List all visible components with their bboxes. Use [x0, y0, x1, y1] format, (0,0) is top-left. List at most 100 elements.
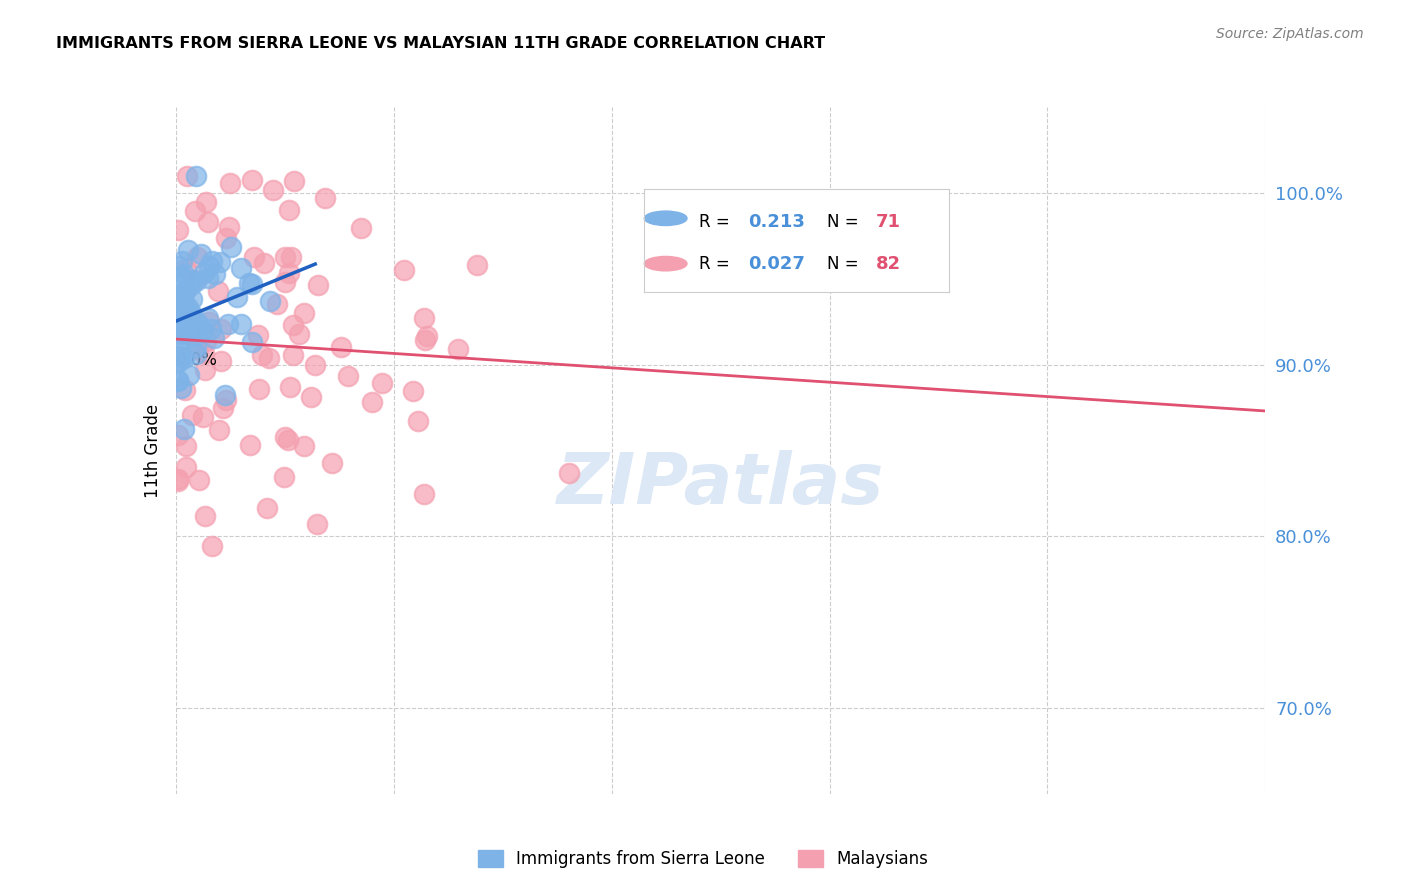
Point: [238, 276, 260, 290]
Point: [167, 349, 190, 363]
Point: [288, 326, 311, 341]
Text: IMMIGRANTS FROM SIERRA LEONE VS MALAYSIAN 11TH GRADE CORRELATION CHART: IMMIGRANTS FROM SIERRA LEONE VS MALAYSIA…: [56, 36, 825, 51]
Point: [176, 460, 198, 475]
Point: [259, 351, 281, 365]
Point: [194, 508, 217, 523]
Point: [167, 259, 190, 273]
Point: [412, 311, 434, 326]
Point: [209, 322, 232, 336]
Point: [201, 253, 224, 268]
Point: [292, 306, 315, 320]
Point: [207, 284, 229, 298]
Point: [169, 292, 191, 306]
Point: [292, 439, 315, 453]
Text: Source: ZipAtlas.com: Source: ZipAtlas.com: [1216, 27, 1364, 41]
Point: [305, 516, 328, 531]
Point: [180, 409, 202, 423]
Point: [174, 308, 197, 322]
Point: [240, 335, 263, 350]
Point: [193, 410, 215, 425]
Point: [195, 194, 218, 209]
Point: [201, 539, 224, 553]
Point: [193, 346, 215, 360]
Point: [172, 253, 194, 268]
Point: [214, 388, 236, 402]
Point: [176, 303, 198, 318]
Point: [215, 231, 238, 245]
Point: [301, 390, 323, 404]
Point: [174, 439, 197, 453]
Point: [180, 292, 202, 306]
Point: [200, 322, 222, 336]
Point: [229, 317, 252, 331]
Point: [184, 274, 207, 288]
Point: [167, 223, 190, 237]
Point: [174, 283, 197, 297]
Point: [277, 202, 299, 217]
Point: [180, 278, 202, 293]
Point: [167, 334, 190, 348]
Point: [416, 329, 439, 343]
Point: [413, 333, 436, 347]
Point: [167, 295, 190, 310]
Point: [190, 246, 212, 260]
Point: [197, 215, 219, 229]
Point: [259, 294, 281, 309]
Point: [167, 294, 190, 309]
Legend: Immigrants from Sierra Leone, Malaysians: Immigrants from Sierra Leone, Malaysians: [471, 843, 935, 875]
Point: [180, 306, 202, 320]
Point: [558, 466, 581, 480]
Point: [304, 358, 326, 372]
Point: [280, 250, 302, 264]
Point: [218, 219, 240, 234]
Point: [167, 428, 190, 442]
Point: [371, 376, 394, 390]
Point: [181, 324, 204, 338]
Point: [177, 300, 200, 314]
Point: [184, 203, 207, 218]
Point: [173, 351, 195, 365]
Point: [169, 353, 191, 368]
Point: [169, 270, 191, 285]
Point: [221, 240, 243, 254]
Point: [274, 250, 297, 264]
Point: [350, 220, 373, 235]
Point: [215, 393, 238, 408]
Point: [181, 318, 204, 332]
Point: [167, 310, 190, 324]
Point: [167, 475, 190, 489]
Point: [188, 474, 211, 488]
Point: [167, 320, 190, 334]
Point: [169, 318, 191, 332]
Point: [277, 433, 299, 447]
Point: [187, 343, 209, 357]
Point: [177, 327, 200, 342]
Point: [169, 335, 191, 350]
Point: [307, 277, 329, 292]
Point: [274, 429, 297, 443]
Point: [177, 368, 200, 383]
Point: [239, 438, 262, 452]
Point: [188, 318, 211, 333]
Point: [172, 326, 194, 341]
Point: [191, 323, 214, 337]
Point: [266, 297, 288, 311]
Point: [262, 183, 284, 197]
Text: 0.0%: 0.0%: [176, 351, 218, 369]
Point: [198, 259, 221, 273]
Point: [194, 362, 217, 376]
Point: [225, 290, 247, 304]
Point: [361, 394, 384, 409]
Point: [172, 326, 194, 340]
Point: [177, 244, 200, 258]
Point: [172, 288, 194, 302]
Point: [329, 340, 352, 354]
Point: [167, 318, 190, 333]
Point: [247, 382, 270, 396]
Text: ZIPatlas: ZIPatlas: [557, 450, 884, 519]
Point: [283, 174, 305, 188]
Point: [208, 255, 231, 269]
Point: [198, 315, 221, 329]
Point: [202, 331, 225, 345]
Point: [217, 317, 239, 331]
